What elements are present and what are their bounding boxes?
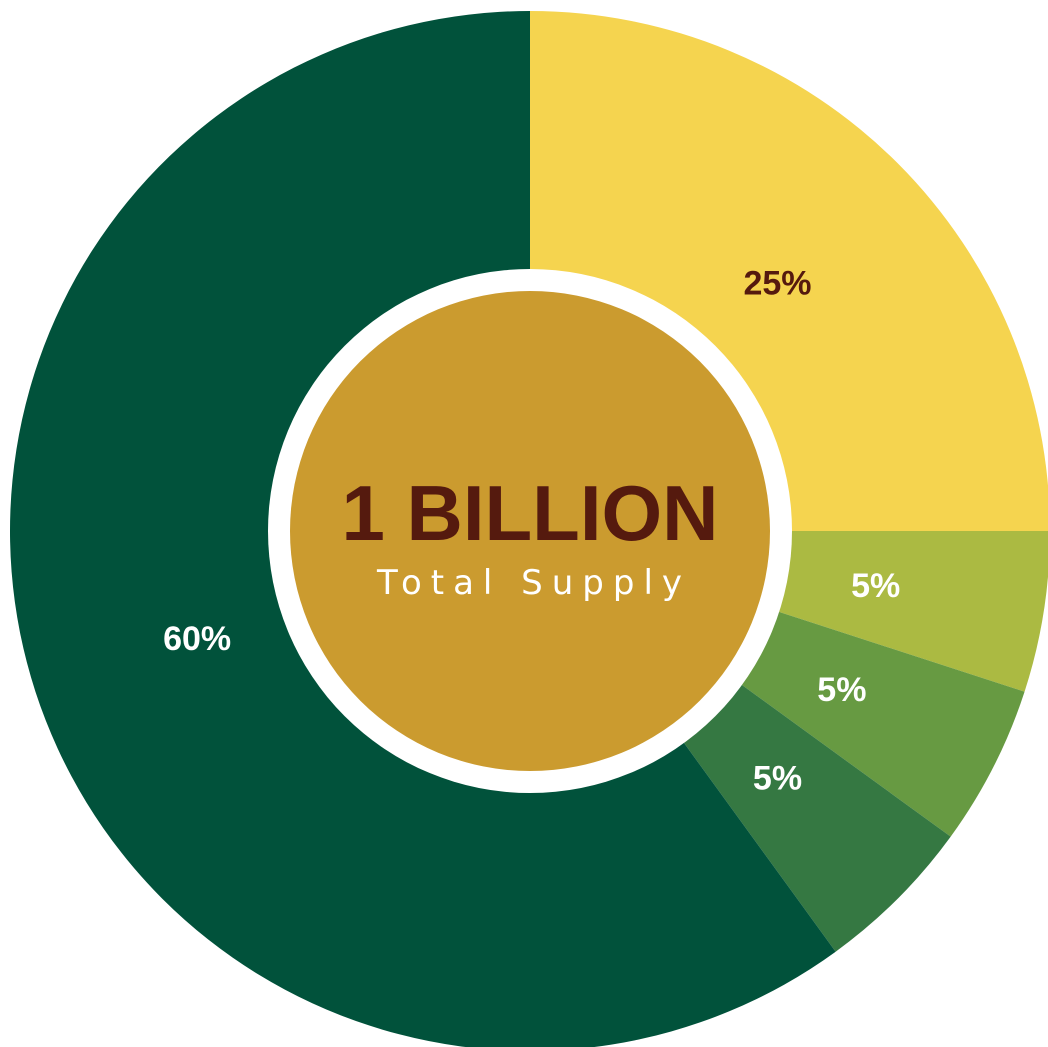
center-disc	[290, 291, 770, 771]
slice-label-3: 5%	[817, 671, 866, 709]
slice-label-5: 60%	[163, 620, 231, 658]
center-subtitle: Total Supply	[376, 563, 691, 603]
slice-labels: 25% 5% 5% 5% 60%	[163, 265, 900, 798]
slice-label-1: 25%	[743, 265, 811, 303]
slice-label-4: 5%	[753, 759, 802, 797]
slice-label-2: 5%	[851, 567, 900, 605]
center-title: 1 BILLION	[341, 469, 718, 557]
